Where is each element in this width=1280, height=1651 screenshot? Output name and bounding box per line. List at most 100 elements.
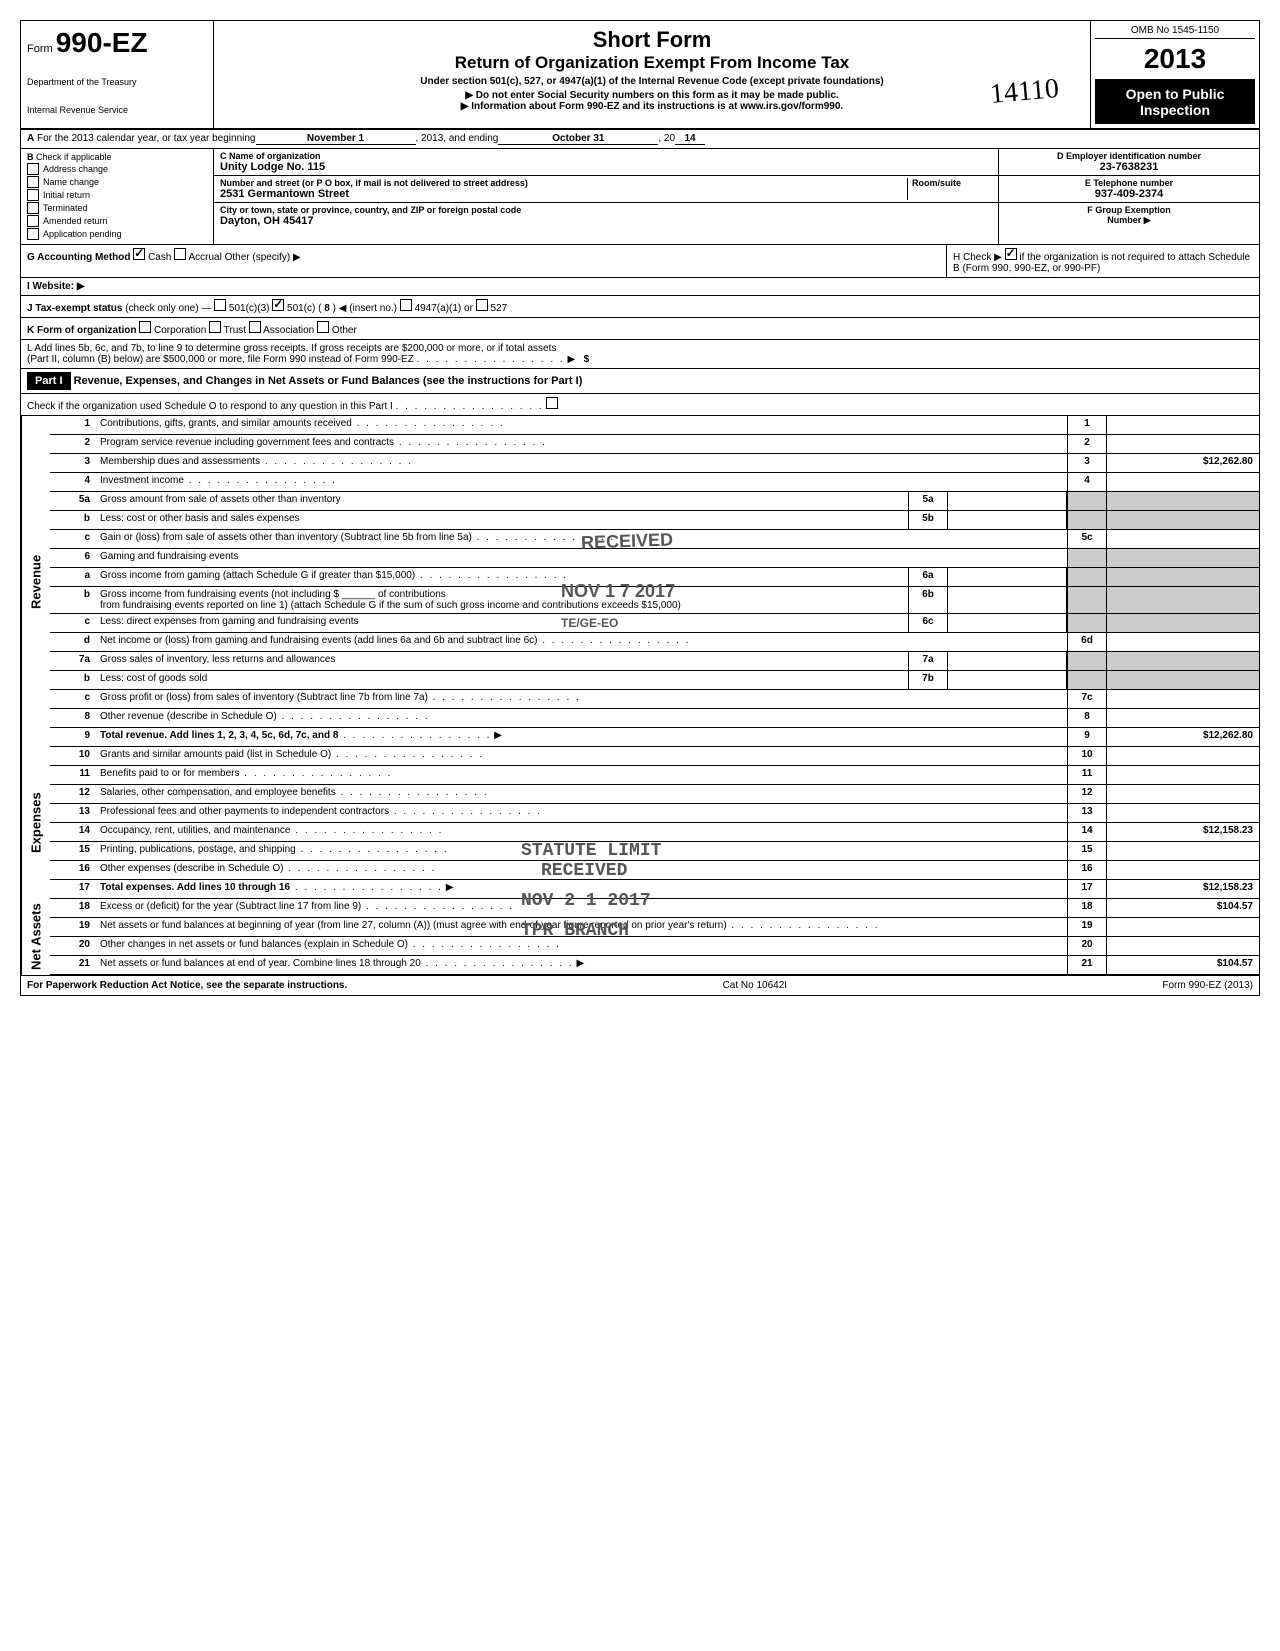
street-label: Number and street (or P O box, if mail i… — [220, 178, 907, 188]
label-h: H Check ▶ — [953, 252, 1002, 263]
line7a: Gross sales of inventory, less returns a… — [100, 654, 335, 665]
form-header: Form 990-EZ Department of the Treasury I… — [21, 21, 1259, 130]
chk-initial-return[interactable] — [27, 189, 39, 201]
chk-h[interactable] — [1005, 248, 1017, 260]
row-a: A For the 2013 calendar year, or tax yea… — [21, 130, 1259, 149]
net-assets-section: Net Assets 18Excess or (deficit) for the… — [21, 899, 1259, 975]
line11: Benefits paid to or for members — [100, 768, 240, 779]
line5b: Less: cost or other basis and sales expe… — [100, 513, 300, 524]
form-footer: For Paperwork Reduction Act Notice, see … — [21, 975, 1259, 995]
expenses-section: Expenses 10Grants and similar amounts pa… — [21, 747, 1259, 899]
column-def: D Employer identification number 23-7638… — [998, 149, 1259, 244]
line20: Other changes in net assets or fund bala… — [100, 939, 408, 950]
501c-num: 8 — [324, 303, 330, 314]
line3: Membership dues and assessments — [100, 456, 260, 467]
row-k: K Form of organization Corporation Trust… — [21, 318, 1259, 340]
line6: Gaming and fundraising events — [100, 551, 238, 562]
side-net-assets: Net Assets — [21, 899, 50, 975]
form-number: 990-EZ — [56, 27, 148, 58]
line2: Program service revenue including govern… — [100, 437, 394, 448]
line4: Investment income — [100, 475, 184, 486]
row-a-yr-val: 14 — [675, 133, 705, 145]
line1: Contributions, gifts, grants, and simila… — [100, 418, 352, 429]
chk-other-org[interactable] — [317, 321, 329, 333]
val-3: $12,262.80 — [1106, 454, 1259, 472]
tax-year-end: October 31 — [498, 133, 658, 145]
chk-app-pending[interactable] — [27, 228, 39, 240]
part1-check-note: Check if the organization used Schedule … — [21, 394, 1259, 416]
opt-4947: 4947(a)(1) or — [415, 303, 473, 314]
chk-4947[interactable] — [400, 299, 412, 311]
phone-label: E Telephone number — [1005, 178, 1253, 188]
line6d: Net income or (loss) from gaming and fun… — [100, 635, 537, 646]
label-g: G Accounting Method — [27, 252, 131, 263]
opt-527: 527 — [490, 303, 507, 314]
form-label: Form — [27, 43, 53, 55]
opt-501c: 501(c) ( — [287, 303, 321, 314]
line8: Other revenue (describe in Schedule O) — [100, 711, 277, 722]
phone-value: 937-409-2374 — [1005, 188, 1253, 200]
line5a: Gross amount from sale of assets other t… — [100, 494, 341, 505]
part1-title: Revenue, Expenses, and Changes in Net As… — [74, 375, 583, 387]
chk-527[interactable] — [476, 299, 488, 311]
chk-accrual[interactable] — [174, 248, 186, 260]
chk-501c[interactable] — [272, 299, 284, 311]
handwritten-number: 14110 — [989, 73, 1060, 111]
opt-501c-end: ) ◀ (insert no.) — [333, 303, 397, 314]
label-b: B — [27, 152, 34, 162]
info-note: ▶ Information about Form 990-EZ and its … — [220, 101, 1084, 112]
check-if-label: Check if applicable — [36, 152, 112, 162]
line10: Grants and similar amounts paid (list in… — [100, 749, 331, 760]
line7b: Less: cost of goods sold — [100, 673, 207, 684]
val-17: $12,158.23 — [1106, 880, 1259, 898]
row-i: I Website: ▶ — [21, 278, 1259, 296]
line12: Salaries, other compensation, and employ… — [100, 787, 336, 798]
section-bcdef: B Check if applicable Address change Nam… — [21, 149, 1259, 245]
opt-initial-return: Initial return — [43, 190, 90, 200]
line9: Total revenue. Add lines 1, 2, 3, 4, 5c,… — [100, 730, 338, 741]
line13: Professional fees and other payments to … — [100, 806, 389, 817]
group-exempt-label: F Group Exemption — [1005, 205, 1253, 215]
chk-cash[interactable] — [133, 248, 145, 260]
org-name: Unity Lodge No. 115 — [220, 161, 992, 173]
part1-header: Part I Revenue, Expenses, and Changes in… — [21, 369, 1259, 394]
chk-terminated[interactable] — [27, 202, 39, 214]
line6a: Gross income from gaming (attach Schedul… — [100, 570, 415, 581]
header-right: OMB No 1545-1150 20201313 Open to Public… — [1090, 21, 1259, 128]
line6b-3: from fundraising events reported on line… — [100, 600, 681, 611]
opt-trust: Trust — [224, 325, 246, 336]
chk-name-change[interactable] — [27, 176, 39, 188]
line21: Net assets or fund balances at end of ye… — [100, 958, 421, 969]
opt-other-specify: Other (specify) ▶ — [225, 252, 301, 263]
line19: Net assets or fund balances at beginning… — [100, 920, 727, 931]
opt-app-pending: Application pending — [43, 229, 122, 239]
side-expenses: Expenses — [21, 747, 50, 899]
room-label: Room/suite — [912, 178, 992, 188]
under-section: Under section 501(c), 527, or 4947(a)(1)… — [220, 76, 1084, 87]
row-a-text: For the 2013 calendar year, or tax year … — [37, 133, 255, 145]
chk-501c3[interactable] — [214, 299, 226, 311]
chk-address-change[interactable] — [27, 163, 39, 175]
opt-terminated: Terminated — [43, 203, 88, 213]
chk-corp[interactable] — [139, 321, 151, 333]
side-revenue: Revenue — [21, 416, 50, 747]
l-text1: L Add lines 5b, 6c, and 7b, to line 9 to… — [27, 343, 1253, 354]
header-left: Form 990-EZ Department of the Treasury I… — [21, 21, 214, 128]
chk-schedule-o[interactable] — [546, 397, 558, 409]
val-18: $104.57 — [1106, 899, 1259, 917]
ein-label: D Employer identification number — [1005, 151, 1253, 161]
chk-assoc[interactable] — [249, 321, 261, 333]
opt-cash: Cash — [148, 252, 171, 263]
chk-trust[interactable] — [209, 321, 221, 333]
val-14: $12,158.23 — [1106, 823, 1259, 841]
ein-value: 23-7638231 — [1005, 161, 1253, 173]
city-state-zip: Dayton, OH 45417 — [220, 215, 992, 227]
row-l: L Add lines 5b, 6c, and 7b, to line 9 to… — [21, 340, 1259, 369]
line7c: Gross profit or (loss) from sales of inv… — [100, 692, 428, 703]
opt-corp: Corporation — [154, 325, 206, 336]
omb-number: OMB No 1545-1150 — [1095, 25, 1255, 39]
column-b: B Check if applicable Address change Nam… — [21, 149, 214, 244]
val-21: $104.57 — [1106, 956, 1259, 974]
line6b-2: of contributions — [378, 589, 446, 600]
chk-amended[interactable] — [27, 215, 39, 227]
